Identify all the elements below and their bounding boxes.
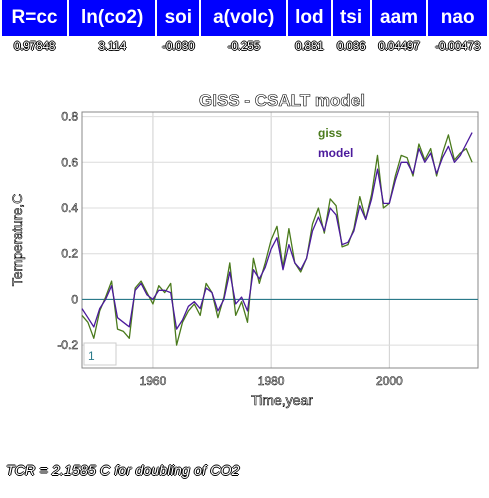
header-soi: soi [157,0,200,36]
plot-frame [81,111,479,369]
tcr-note: TCR = 2.1585 C for doubling of CO2 [6,462,240,478]
coefficient-value-row: 0.97848 3.114 -0.030 -0.255 0.881 0.036 … [2,36,487,56]
header-r-cc: R=cc [2,0,68,36]
x-tick-label: 2000 [376,374,403,388]
tick-labels: 1960 1980 2000 -0.2 0 0.2 0.4 0.6 0.8 [57,109,403,388]
header-aam: aam [371,0,427,36]
series-group [81,132,473,346]
header-tsi: tsi [332,0,370,36]
legend-box [83,342,117,366]
x-tick-label: 1980 [258,374,285,388]
legend-giss: giss [318,126,342,140]
y-tick-label: 0.8 [61,110,78,124]
y-axis-label: Temperature,C [9,194,25,287]
value-nao: -0.00473 [435,39,481,53]
y-tick-label: 0.2 [61,247,78,261]
value-r-cc: 0.97848 [13,39,56,53]
y-tick-label: 0 [71,292,78,306]
x-axis-label: Time,year [251,392,313,408]
legend-model: model [318,146,353,160]
legend-box-text: 1 [88,349,95,363]
header-a-volc: a(volc) [201,0,287,36]
header-ln-co2: ln(co2) [69,0,156,36]
value-ln-co2: 3.114 [98,39,126,53]
value-aam: 0.04497 [378,39,420,53]
series-line-giss [81,134,473,346]
value-tsi: 0.036 [336,39,366,53]
temperature-chart: GISS - CSALT model 1960 1980 2000 -0.2 0 0.2 0… [9,91,479,408]
series-line-model [81,132,473,330]
header-nao: nao [428,0,487,36]
value-soi: -0.030 [162,39,195,53]
y-tick-label: 0.4 [61,201,78,215]
y-tick-label: -0.2 [57,338,78,352]
x-tick-label: 1960 [140,374,167,388]
chart-title: GISS - CSALT model [199,91,365,110]
value-a-volc: -0.255 [227,39,261,53]
value-lod: 0.881 [295,39,324,53]
header-lod: lod [288,0,331,36]
y-tick-label: 0.6 [61,155,78,169]
coefficient-table: R=cc ln(co2) soi a(volc) lod tsi aam nao… [0,0,489,56]
coefficient-header-row: R=cc ln(co2) soi a(volc) lod tsi aam nao [2,0,487,36]
